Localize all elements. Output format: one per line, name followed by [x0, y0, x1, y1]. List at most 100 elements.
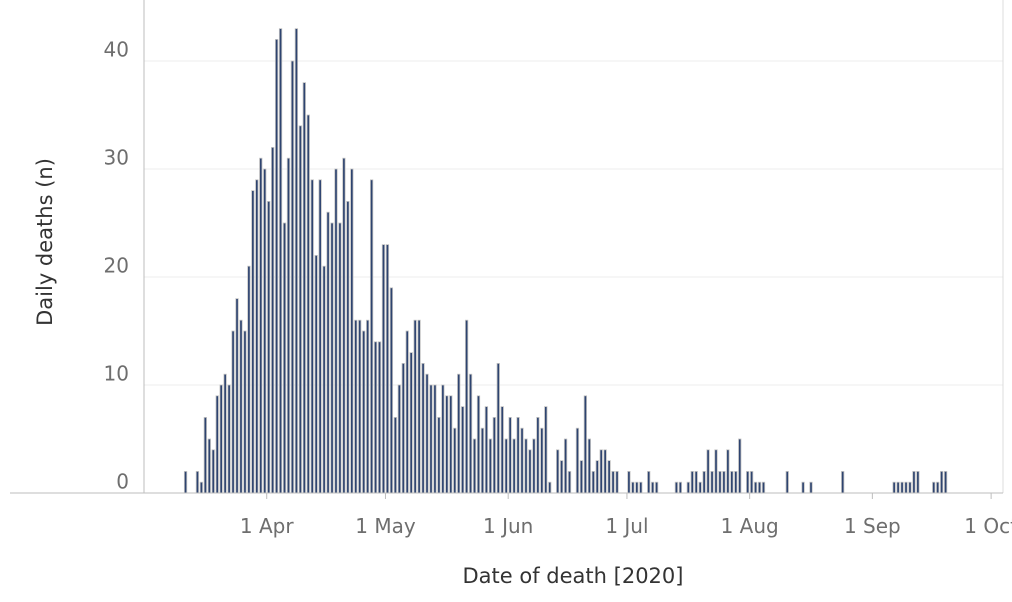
bar — [306, 114, 310, 494]
bar — [247, 265, 251, 494]
bar — [631, 481, 635, 494]
bar — [362, 330, 366, 494]
x-tick-label: 1 Sep — [844, 514, 901, 538]
bar — [346, 200, 350, 494]
bar — [350, 168, 354, 494]
bar — [338, 222, 342, 494]
bar — [468, 373, 473, 494]
bar — [896, 481, 900, 494]
bar — [492, 416, 496, 494]
bar — [413, 319, 417, 494]
bar — [397, 384, 401, 494]
bar — [651, 481, 655, 494]
bar — [369, 179, 374, 494]
bar — [417, 319, 421, 494]
bar — [231, 330, 235, 494]
bar — [639, 481, 643, 494]
bar — [627, 470, 631, 494]
bar — [274, 39, 279, 494]
bar — [366, 319, 370, 494]
bar — [706, 449, 710, 494]
bar — [310, 179, 314, 494]
x-tick-label: 1 Jun — [483, 514, 533, 538]
bar — [263, 168, 267, 494]
x-tick-label: 1 Apr — [240, 514, 294, 538]
bar — [528, 449, 532, 494]
bar — [405, 330, 409, 494]
bar — [437, 416, 441, 494]
bar — [484, 406, 489, 494]
bar — [761, 481, 766, 494]
bar — [532, 438, 536, 494]
bar — [334, 168, 338, 494]
bar — [698, 481, 702, 494]
y-tick-label: 40 — [104, 38, 129, 62]
bar — [702, 470, 706, 494]
bar — [912, 470, 916, 494]
bar — [223, 373, 227, 494]
bar — [298, 125, 302, 494]
bar — [342, 157, 346, 494]
y-tick-label: 30 — [104, 146, 129, 170]
x-axis-title: Date of death [2020] — [463, 564, 684, 588]
bar — [591, 470, 595, 494]
bar — [433, 384, 437, 494]
bar — [421, 362, 425, 494]
bar — [607, 460, 611, 494]
bar — [500, 406, 504, 494]
bar — [908, 481, 912, 494]
bar — [278, 28, 283, 494]
bar — [211, 449, 215, 494]
bar — [690, 470, 694, 494]
bar — [314, 254, 318, 494]
bar — [401, 362, 405, 494]
bar — [472, 438, 477, 494]
bar — [655, 481, 659, 494]
bar — [516, 416, 520, 494]
bar — [563, 438, 568, 494]
bar — [904, 481, 908, 494]
bar — [461, 406, 465, 494]
bar — [457, 373, 461, 494]
bar — [738, 438, 742, 494]
bar — [841, 470, 845, 494]
bar — [255, 179, 259, 494]
bar — [195, 470, 200, 494]
bar — [358, 319, 362, 494]
bar — [322, 265, 326, 494]
bar — [536, 416, 540, 494]
bar — [445, 395, 449, 494]
bar — [599, 449, 603, 494]
bar — [235, 298, 239, 494]
bar — [710, 470, 714, 494]
bar — [381, 244, 386, 494]
bar — [674, 481, 679, 494]
bar — [330, 222, 334, 494]
y-tick-label: 0 — [116, 470, 129, 494]
bar — [603, 449, 607, 494]
bar — [540, 427, 544, 494]
bar — [892, 481, 896, 494]
bar — [183, 470, 188, 494]
bar — [809, 481, 813, 494]
x-tick-label: 1 Aug — [721, 514, 779, 538]
bar — [560, 460, 564, 494]
bar — [714, 449, 718, 494]
bar — [595, 460, 599, 494]
bar — [385, 244, 390, 494]
bar — [207, 438, 211, 494]
bar — [377, 341, 382, 494]
bar — [575, 427, 580, 494]
bar — [611, 470, 615, 494]
bars — [183, 28, 948, 494]
bar — [409, 352, 413, 494]
bar — [940, 470, 944, 494]
bar — [583, 395, 588, 494]
bar — [718, 470, 722, 494]
bar — [476, 395, 481, 494]
bar — [635, 481, 639, 494]
axes — [10, 0, 1004, 494]
bar — [943, 470, 948, 494]
bar — [579, 460, 584, 494]
y-axis-title: Daily deaths (n) — [33, 158, 57, 326]
